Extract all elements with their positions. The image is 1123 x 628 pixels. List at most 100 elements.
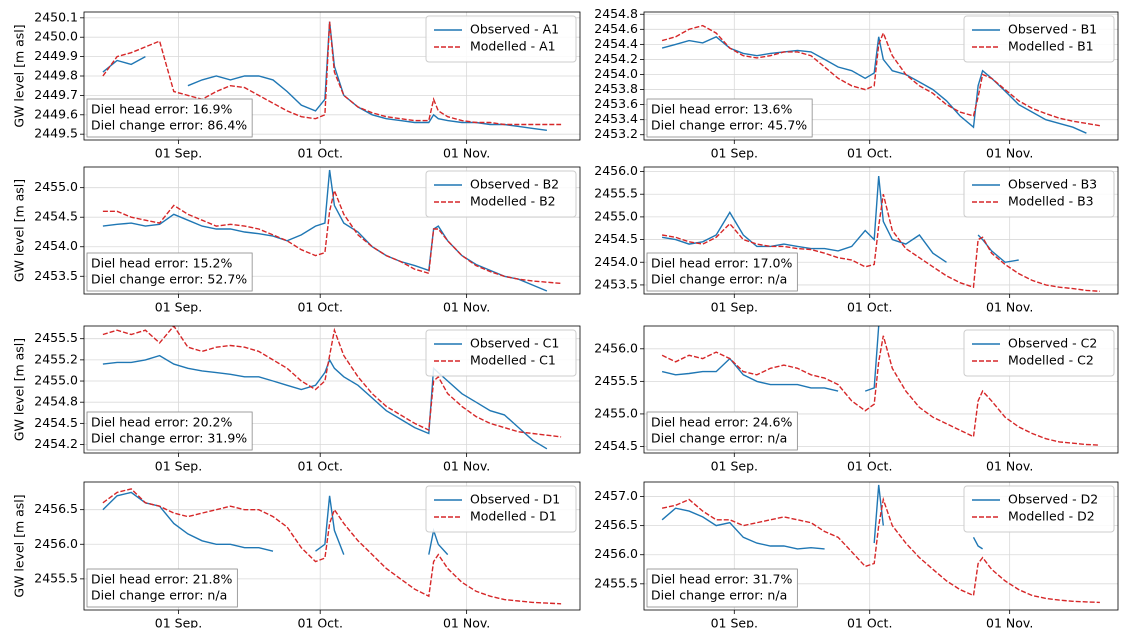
y-tick-label: 2453.5 — [594, 276, 638, 291]
y-axis-label: GW level [m asl] — [12, 179, 27, 282]
legend-label: Observed - D1 — [470, 492, 560, 507]
y-tick-label: 2454.0 — [34, 238, 78, 253]
x-tick-label: 01 Nov. — [443, 616, 490, 628]
series-line — [661, 326, 880, 392]
legend-label: Observed - B2 — [470, 177, 559, 192]
y-tick-label: 2456.5 — [34, 501, 78, 516]
y-tick-label: 2453.5 — [34, 268, 78, 283]
series-line — [102, 21, 562, 126]
plot-frame — [83, 481, 581, 611]
plot-frame — [83, 11, 581, 141]
y-tick-label: 2453.8 — [594, 81, 638, 96]
annotation-box — [86, 252, 253, 292]
y-tick-label: 2455.0 — [594, 405, 638, 420]
annotation: Diel head error: 15.2% — [91, 256, 232, 271]
series-line — [102, 21, 547, 131]
y-tick-label: 2454.5 — [594, 438, 638, 453]
series-line — [661, 194, 1100, 292]
panel: 2453.5 2454.0 2454.5 2455.0 2455.5 2456.0 01 S… — [594, 163, 1119, 315]
y-tick-label: 2454.5 — [594, 231, 638, 246]
annotation: Diel head error: 24.6% — [651, 415, 792, 430]
x-tick-label: 01 Nov. — [986, 616, 1033, 628]
x-tick-label: 01 Oct. — [297, 300, 342, 315]
annotation: Diel change error: 31.9% — [91, 431, 247, 446]
x-tick-label: 01 Nov. — [986, 300, 1033, 315]
annotation: Diel change error: 52.7% — [91, 272, 247, 287]
legend-label: Observed - C2 — [1008, 336, 1097, 351]
series-line — [661, 24, 1101, 127]
legend-label: Modelled - B1 — [1008, 39, 1094, 54]
y-tick-label: 2455.2 — [34, 351, 78, 366]
x-tick-label: 01 Oct. — [847, 616, 892, 628]
x-tick-label: 01 Sep. — [711, 459, 758, 474]
plot-frame — [83, 166, 581, 295]
legend-box — [963, 329, 1115, 377]
y-tick-label: 2454.2 — [594, 51, 638, 66]
legend-box — [425, 170, 577, 218]
annotation: Diel head error: 20.2% — [91, 415, 232, 430]
x-tick-label: 01 Sep. — [711, 616, 758, 628]
y-tick-label: 2450.0 — [34, 29, 78, 44]
series-line — [102, 188, 562, 285]
plot-frame — [643, 166, 1119, 295]
series-line — [661, 484, 983, 550]
panel: 2455.5 2456.0 2456.5 2457.0 01 Sep. 01 Oct. 01… — [594, 481, 1119, 628]
y-tick-label: 2454.6 — [594, 21, 638, 36]
annotation: Diel head error: 21.8% — [91, 572, 232, 587]
y-tick-label: 2457.0 — [594, 488, 638, 503]
y-tick-label: 2454.4 — [594, 36, 638, 51]
annotation-box — [646, 252, 798, 292]
plot-frame — [83, 325, 581, 454]
legend-label: Modelled - D2 — [1008, 509, 1095, 524]
annotation: Diel change error: 86.4% — [91, 118, 247, 133]
legend-label: Modelled - A1 — [470, 39, 556, 54]
y-tick-label: 2453.6 — [594, 96, 638, 111]
x-tick-label: 01 Nov. — [986, 146, 1033, 161]
legend-label: Modelled - B2 — [470, 194, 556, 209]
annotation-box — [646, 98, 813, 138]
y-tick-label: 2455.0 — [34, 179, 78, 194]
annotation: Diel head error: 13.6% — [651, 102, 792, 117]
y-tick-label: 2456.0 — [594, 340, 638, 355]
x-tick-label: 01 Sep. — [155, 300, 202, 315]
y-tick-label: 2455.5 — [34, 330, 78, 345]
series-line — [661, 335, 1100, 446]
x-tick-label: 01 Oct. — [847, 459, 892, 474]
x-tick-label: 01 Oct. — [297, 146, 342, 161]
x-tick-label: 01 Nov. — [443, 300, 490, 315]
panel: 2454.2 2454.5 2454.8 2455.0 2455.2 2455.5 01 S… — [12, 325, 581, 474]
legend-box — [963, 485, 1115, 533]
y-axis-label: GW level [m asl] — [12, 338, 27, 441]
legend-label: Modelled - C2 — [1008, 353, 1094, 368]
y-tick-label: 2454.8 — [594, 6, 638, 21]
y-tick-label: 2455.5 — [34, 570, 78, 585]
x-tick-label: 01 Oct. — [297, 616, 342, 628]
legend-box — [963, 15, 1115, 63]
x-tick-label: 01 Oct. — [847, 146, 892, 161]
annotation: Diel head error: 31.7% — [651, 572, 792, 587]
legend-label: Observed - B3 — [1008, 177, 1097, 192]
annotation: Diel change error: n/a — [651, 588, 787, 603]
y-tick-label: 2454.8 — [34, 394, 78, 409]
series-line — [661, 496, 1100, 604]
annotation-box — [646, 568, 798, 608]
y-tick-label: 2454.2 — [34, 436, 78, 451]
legend-label: Observed - A1 — [470, 22, 559, 37]
x-tick-label: 01 Sep. — [711, 300, 758, 315]
series-line — [102, 326, 562, 438]
legend-box — [425, 329, 577, 377]
panel: 2454.5 2455.0 2455.5 2456.0 01 Sep. 01 Oct. 01… — [594, 325, 1119, 474]
x-tick-label: 01 Oct. — [297, 459, 342, 474]
y-tick-label: 2449.7 — [34, 87, 78, 102]
plot-frame — [643, 481, 1119, 611]
x-tick-label: 01 Sep. — [155, 146, 202, 161]
panel: 2453.22453.42453.62453.82454.02454.22454… — [594, 6, 1119, 161]
x-tick-label: 01 Nov. — [443, 459, 490, 474]
y-tick-label: 2456.0 — [594, 546, 638, 561]
panel: 2449.5 2449.6 2449.7 2449.8 2449.9 2450.0 2450… — [12, 9, 581, 161]
y-tick-label: 2455.5 — [594, 575, 638, 590]
annotation: Diel change error: n/a — [651, 272, 787, 287]
y-tick-label: 2455.0 — [594, 208, 638, 223]
series-line — [102, 488, 562, 605]
y-tick-label: 2450.1 — [34, 9, 78, 24]
